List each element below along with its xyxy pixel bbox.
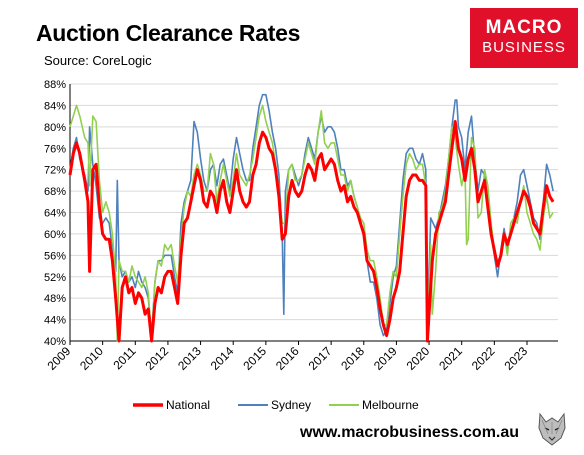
- x-tick-label: 2015: [240, 344, 269, 373]
- x-tick-label: 2009: [45, 344, 74, 373]
- y-tick-label: 80%: [44, 122, 66, 134]
- y-tick-label: 84%: [44, 100, 66, 112]
- y-tick-label: 72%: [44, 165, 66, 177]
- macrobusiness-logo[interactable]: MACRO BUSINESS: [470, 8, 578, 68]
- y-tick-label: 44%: [44, 315, 66, 327]
- x-tick-label: 2023: [502, 344, 531, 373]
- x-tick-label: 2017: [306, 344, 335, 373]
- logo-text-business: BUSINESS: [482, 39, 566, 56]
- y-tick-label: 76%: [44, 143, 66, 155]
- y-tick-label: 68%: [44, 186, 66, 198]
- x-tick-label: 2020: [404, 344, 433, 373]
- y-tick-label: 48%: [44, 293, 66, 305]
- wolf-icon: [534, 410, 570, 448]
- x-tick-label: 2022: [469, 344, 498, 373]
- chart-title: Auction Clearance Rates: [36, 20, 301, 46]
- legend-label-melbourne: Melbourne: [362, 398, 419, 412]
- y-tick-label: 60%: [44, 229, 66, 241]
- x-tick-label: 2018: [338, 344, 367, 373]
- x-tick-label: 2019: [371, 344, 400, 373]
- legend-label-sydney: Sydney: [271, 398, 311, 412]
- x-tick-label: 2011: [110, 344, 138, 372]
- x-tick-label: 2016: [273, 344, 302, 373]
- x-tick-label: 2013: [175, 344, 204, 373]
- y-tick-label: 88%: [44, 79, 66, 91]
- y-tick-label: 56%: [44, 250, 66, 262]
- legend-label-national: National: [166, 398, 210, 412]
- x-tick-label: 2012: [142, 344, 171, 373]
- y-tick-label: 52%: [44, 272, 66, 284]
- y-tick-label: 40%: [44, 336, 66, 348]
- y-tick-label: 64%: [44, 208, 66, 220]
- logo-text-macro: MACRO: [485, 17, 563, 38]
- website-url[interactable]: www.macrobusiness.com.au: [300, 424, 520, 441]
- x-tick-label: 2014: [208, 344, 237, 373]
- x-tick-label: 2021: [436, 344, 465, 373]
- chart-source: Source: CoreLogic: [44, 53, 152, 68]
- x-tick-label: 2010: [77, 344, 106, 373]
- series-line-national: [68, 120, 555, 343]
